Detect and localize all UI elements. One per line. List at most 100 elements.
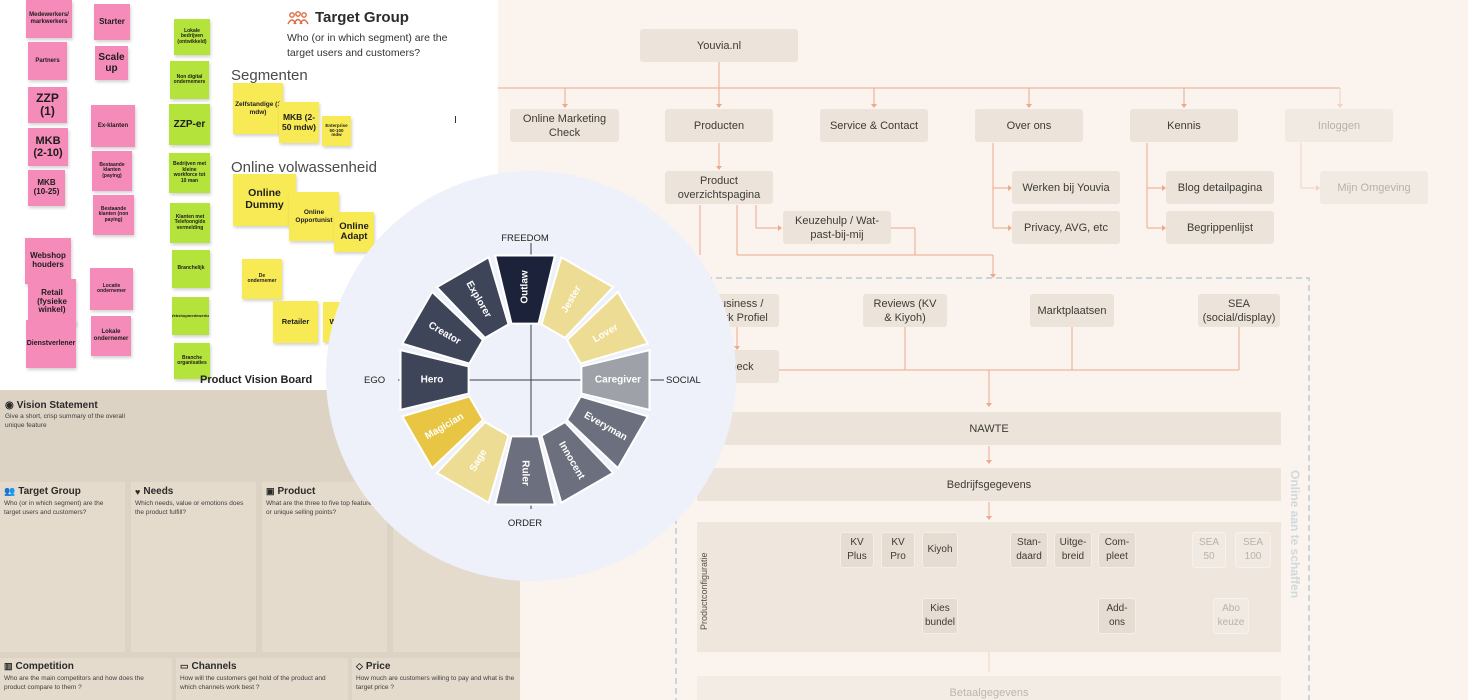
sticky-note: ZZP (1)	[28, 87, 67, 123]
vision-statement-title: Vision Statement	[16, 400, 98, 411]
sticky-note: Lokale ondernemer	[91, 316, 131, 356]
product-cell	[262, 482, 387, 652]
online-maturity-heading: Online volwassenheid	[231, 159, 377, 176]
sticky-note: Dienstverlener	[26, 320, 76, 368]
sticky-note: Online Opportunist	[289, 192, 339, 241]
segment-sage	[435, 420, 510, 505]
segment-outlaw	[493, 254, 557, 325]
competition-desc: Who are the main competitors and how doe…	[4, 675, 144, 691]
target-group-title: Target Group	[18, 486, 81, 497]
online-purchase-label: Online aan te schaffen	[1288, 470, 1302, 599]
eye-icon: ◉	[5, 400, 14, 411]
band-bedrijfsgegevens: Bedrijfsgegevens	[697, 468, 1281, 501]
sticky-note: Bedrijven met kleine workforce tot 10 ma…	[169, 153, 210, 193]
sticky-note: Branchelijk	[172, 250, 210, 288]
segmenten-heading: Segmenten	[231, 67, 308, 84]
axis-label-ego: EGO	[364, 375, 385, 386]
product-heading: ▣ Product	[266, 486, 315, 497]
needs-desc: Which needs, value or emotions does the …	[135, 500, 244, 516]
node-reviews: Reviews (KV & Kiyoh)	[863, 294, 947, 327]
node-mijn-omgeving: Mijn Omgeving	[1320, 171, 1428, 204]
needs-heading: ♥ Needs	[135, 486, 173, 497]
competition-heading: ▥ Competition	[4, 661, 74, 672]
node-blog-detail: Blog detailpagina	[1166, 171, 1274, 204]
node-kies-bundel: Kies bundel	[922, 598, 958, 634]
sticky-note: Webshop houders	[25, 238, 71, 284]
axis-label-freedom: FREEDOM	[501, 233, 549, 244]
sticky-note: Ex-klanten	[91, 105, 135, 147]
axis-label-social: SOCIAL	[666, 375, 701, 386]
sticky-note: Starter	[94, 4, 130, 40]
band-nawte: NAWTE	[697, 412, 1281, 445]
segment-label-hero: Hero	[421, 375, 444, 386]
target-group-title: Target Group	[315, 9, 409, 26]
price-cell	[352, 658, 520, 700]
node-marktplaatsen: Marktplaatsen	[1030, 294, 1114, 327]
buildings-icon: ▥	[4, 661, 13, 671]
option-kv-plus: KV Plus	[840, 532, 874, 568]
sticky-note: De ondernemer	[242, 259, 282, 299]
node-abo-keuze: Abo keuze	[1213, 598, 1249, 634]
node-kennis: Kennis	[1130, 109, 1238, 142]
sticky-note: Bestaande klanten (paying)	[92, 151, 132, 191]
divider	[455, 116, 456, 123]
sticky-note: MKB (2-50 mdw)	[279, 102, 319, 143]
option-uitgebreid: Uitge-breid	[1054, 532, 1092, 568]
price-title: Price	[365, 661, 391, 672]
segment-label-outlaw: Outlaw	[520, 270, 531, 304]
channels-title: Channels	[191, 661, 237, 672]
tag-icon: ◇	[356, 661, 363, 671]
target-group-heading: 👥 Target Group	[4, 486, 81, 497]
node-service-contact: Service & Contact	[820, 109, 928, 142]
segment-hero	[399, 348, 470, 412]
sticky-note: Zelfstandige (1 mdw)	[233, 83, 283, 134]
segment-creator	[400, 290, 485, 365]
sticky-note: Online Dummy	[233, 174, 296, 226]
gift-icon: ▣	[266, 486, 275, 496]
segment-label-ruler: Ruler	[519, 460, 530, 486]
sticky-note: ZZP-er	[169, 104, 210, 145]
option-compleet: Com-pleet	[1098, 532, 1136, 568]
option-sea-50: SEA 50	[1192, 532, 1226, 568]
node-begrippenlijst: Begrippenlijst	[1166, 211, 1274, 244]
wheel-segments: Outlaw JesterLoverCaregiverEverymanInnoce…	[399, 254, 651, 506]
sticky-note: Scale up	[95, 46, 128, 80]
sticky-note: Lokale bedrijven (ontwikkeld)	[174, 19, 210, 55]
node-inloggen: Inloggen	[1285, 109, 1393, 142]
sticky-note: Webshopmedewerker	[172, 297, 209, 335]
sticky-note: Non digital ondernemers	[170, 61, 209, 99]
price-desc: How much are customers willing to pay an…	[356, 675, 515, 691]
node-werken-bij: Werken bij Youvia	[1012, 171, 1120, 204]
node-sea: SEA (social/display)	[1198, 294, 1280, 327]
sticky-note: Enterprise 50-100 mdw	[322, 116, 351, 146]
option-kv-pro: KV Pro	[881, 532, 915, 568]
option-sea-100: SEA 100	[1235, 532, 1271, 568]
sticky-note: Locatie ondernemer	[90, 268, 133, 310]
sticky-note: Branche organisaties	[174, 343, 210, 379]
people-icon: 👥	[4, 486, 16, 496]
competition-title: Competition	[15, 661, 74, 672]
sticky-note: Online Adapt	[334, 212, 374, 252]
target-group-cell	[0, 482, 125, 652]
sticky-note: Retail (fysieke winkel)	[28, 279, 76, 325]
node-add-ons: Add-ons	[1098, 598, 1136, 634]
monitor-icon: ▭	[180, 661, 189, 671]
sticky-note: Partners	[28, 42, 67, 80]
target-group-desc: Who (or in which segment) are the target…	[4, 500, 104, 516]
segment-magician	[400, 395, 485, 470]
needs-title: Needs	[143, 486, 174, 497]
sticky-note: Retailer	[273, 301, 318, 343]
sticky-note: Klanten met Telefoongids vermelding	[170, 203, 210, 243]
product-title: Product	[277, 486, 316, 497]
people-icon	[287, 10, 309, 24]
sticky-note: MKB (10-25)	[28, 170, 65, 206]
option-standaard: Stan-daard	[1010, 532, 1048, 568]
target-group-subtitle: Who (or in which segment) are the target…	[287, 32, 448, 59]
vision-statement-heading: ◉ Vision Statement	[5, 400, 98, 411]
channels-cell	[176, 658, 348, 700]
node-online-marketing-check: Online Marketing Check	[510, 109, 619, 142]
vision-statement-desc: Give a short, crisp summary of the overa…	[5, 413, 125, 429]
node-root: Youvia.nl	[640, 29, 798, 62]
needs-cell	[131, 482, 256, 652]
